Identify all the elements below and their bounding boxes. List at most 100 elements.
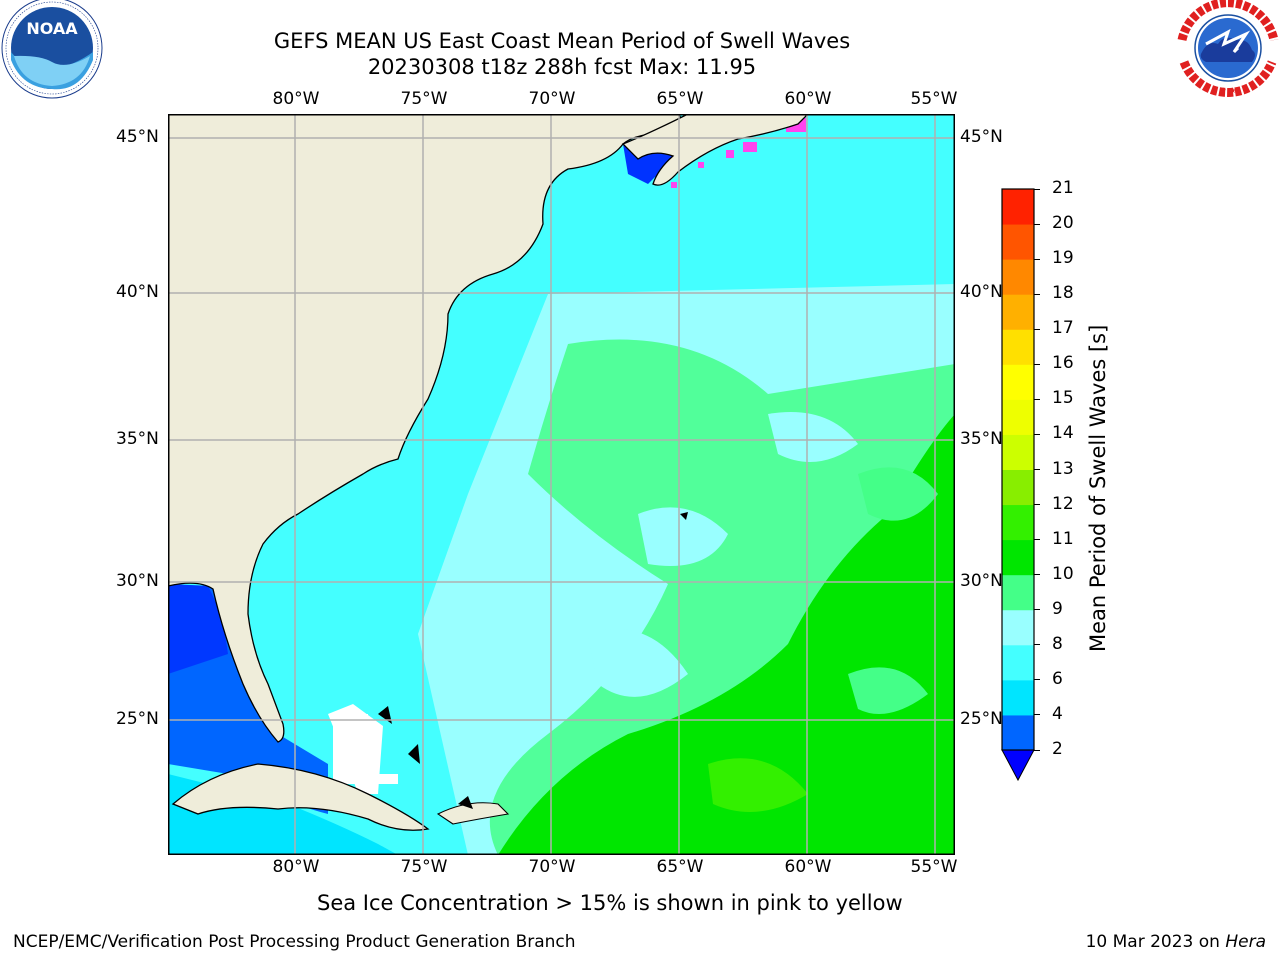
colorbar-tick-mark — [1034, 433, 1040, 435]
colorbar-tick-mark — [1034, 188, 1040, 190]
swell-zone-10-11 — [498, 414, 955, 855]
colorbar-tick-mark — [1034, 363, 1040, 365]
sea-ice-cell — [743, 142, 757, 152]
lon-label-top: 55°W — [910, 89, 958, 109]
map-subtitle: 20230308 t18z 288h fcst Max: 11.95 — [367, 55, 757, 79]
colorbar-tick-label: 19 — [1052, 248, 1074, 269]
colorbar-tick-mark — [1034, 328, 1040, 330]
lon-label-bottom: 55°W — [910, 857, 958, 877]
colorbar-tick-mark — [1034, 574, 1040, 576]
colorbar-tick-mark — [1034, 539, 1040, 541]
turks-caicos — [458, 796, 473, 809]
footer-credit: NCEP/EMC/Verification Post Processing Pr… — [13, 932, 576, 952]
lon-label-bottom: 70°W — [528, 857, 576, 877]
sea-ice-cell — [671, 182, 677, 188]
colorbar-underflow-triangle — [1001, 749, 1035, 782]
footer-machine: Hera — [1225, 932, 1266, 952]
colorbar-tick-mark — [1034, 749, 1040, 751]
colorbar-tick-label: 13 — [1052, 458, 1074, 479]
colorbar-segment — [1002, 434, 1034, 470]
colorbar-segment — [1002, 224, 1034, 260]
colorbar-tick-label: 21 — [1052, 178, 1074, 198]
lon-label-bottom: 65°W — [656, 857, 704, 877]
colorbar-segment — [1002, 574, 1034, 611]
land-north-america — [168, 114, 682, 743]
gulf-low-swell — [168, 584, 328, 814]
colorbar-segment — [1002, 259, 1034, 295]
colorbar-label: Mean Period of Swell Waves [s] — [1086, 324, 1110, 652]
colorbar-segment — [1002, 469, 1034, 506]
colorbar-tick-mark — [1034, 504, 1040, 506]
sea-ice-note: Sea Ice Concentration > 15% is shown in … — [317, 891, 903, 915]
colorbar-segment — [1002, 644, 1034, 681]
lat-label-left: 40°N — [116, 282, 159, 302]
nws-logo: ★ ★ — [1176, 0, 1280, 100]
colorbar-tick-label: 18 — [1052, 283, 1074, 304]
colorbar-tick-label: 8 — [1052, 633, 1063, 654]
colorbar-segment — [1002, 609, 1034, 646]
colorbar-tick-label: 6 — [1052, 668, 1063, 689]
colorbar-tick-label: 20 — [1052, 213, 1074, 234]
lon-label-top: 80°W — [272, 89, 320, 109]
lat-label-right: 30°N — [960, 571, 1003, 591]
lat-label-right: 25°N — [960, 709, 1003, 729]
swell-zone-6-8 — [538, 160, 955, 284]
colorbar-segment — [1002, 399, 1034, 435]
swell-patch — [858, 467, 938, 521]
swell-patch — [588, 629, 688, 697]
colorbar-tick-mark — [1034, 398, 1040, 400]
colorbar-tick-mark — [1034, 469, 1040, 470]
lat-label-right: 35°N — [960, 429, 1003, 449]
colorbar-tick-label: 10 — [1052, 563, 1074, 584]
colorbar-segment — [1002, 189, 1034, 225]
bahamas-banks — [333, 714, 398, 784]
colorbar-tick-mark — [1034, 609, 1040, 611]
map-title: GEFS MEAN US East Coast Mean Period of S… — [273, 29, 851, 53]
colorbar-tick-mark — [1034, 258, 1040, 260]
lat-label-left: 35°N — [116, 429, 159, 449]
colorbar-segment — [1002, 294, 1034, 330]
colorbar-tick-label: 9 — [1052, 598, 1063, 619]
sea-ice-cell — [726, 150, 734, 158]
map-panel[interactable] — [168, 114, 955, 855]
colorbar — [1000, 188, 1036, 784]
colorbar-segment — [1002, 329, 1034, 365]
lon-label-top: 75°W — [400, 89, 448, 109]
lat-label-left: 25°N — [116, 709, 159, 729]
gulf-low-swell — [168, 584, 228, 674]
lon-label-top: 65°W — [656, 89, 704, 109]
colorbar-segment — [1002, 714, 1034, 751]
lat-label-left: 45°N — [116, 127, 159, 147]
colorbar-tick-label: 17 — [1052, 318, 1074, 339]
colorbar-tick-mark — [1034, 644, 1040, 646]
colorbar-tick-label: 16 — [1052, 353, 1074, 374]
svg-text:★ ★: ★ ★ — [1220, 86, 1237, 95]
colorbar-segment — [1002, 539, 1034, 576]
land-cuba — [171, 763, 430, 831]
swell-patch — [768, 412, 858, 462]
colorbar-tick-mark — [1034, 714, 1040, 716]
lat-label-left: 30°N — [116, 571, 159, 591]
land-hispaniola — [436, 802, 510, 825]
bermuda — [680, 512, 688, 520]
colorbar-tick-label: 14 — [1052, 423, 1074, 444]
svg-text:NOAA: NOAA — [26, 19, 78, 38]
colorbar-tick-label: 2 — [1052, 739, 1063, 759]
graticule — [168, 114, 955, 855]
lon-label-bottom: 60°W — [784, 857, 832, 877]
colorbar-tick-label: 15 — [1052, 388, 1074, 409]
lon-label-bottom: 80°W — [272, 857, 320, 877]
footer-date: 10 Mar 2023 on Hera — [1086, 932, 1266, 952]
colorbar-tick-mark — [1034, 293, 1040, 295]
map-frame — [168, 114, 955, 855]
colorbar-segment — [1002, 504, 1034, 541]
lat-label-right: 40°N — [960, 282, 1003, 302]
sea-ice-cell — [698, 162, 704, 168]
lon-label-bottom: 75°W — [400, 857, 448, 877]
bahamas-islands — [408, 744, 420, 764]
lon-label-top: 70°W — [528, 89, 576, 109]
colorbar-tick-label: 11 — [1052, 528, 1074, 549]
swell-patch — [848, 667, 928, 714]
lat-label-right: 45°N — [960, 127, 1003, 147]
colorbar-segment — [1002, 364, 1034, 400]
